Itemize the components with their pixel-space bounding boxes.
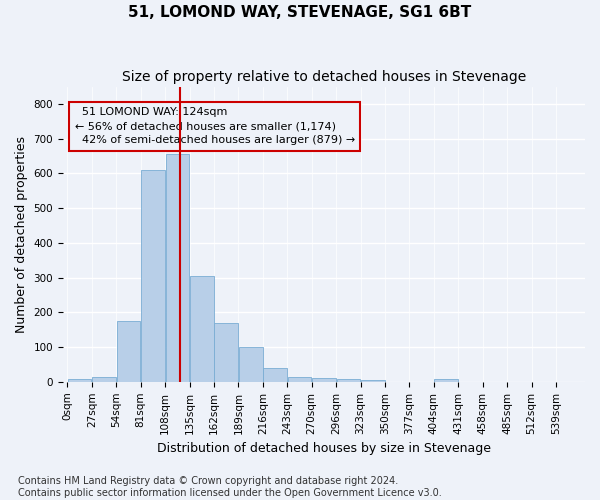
Text: 51 LOMOND WAY: 124sqm
← 56% of detached houses are smaller (1,174)
  42% of semi: 51 LOMOND WAY: 124sqm ← 56% of detached … xyxy=(74,108,355,146)
Bar xyxy=(263,368,287,382)
Bar xyxy=(141,170,165,382)
Bar xyxy=(337,379,360,382)
Bar xyxy=(361,380,385,382)
Text: 51, LOMOND WAY, STEVENAGE, SG1 6BT: 51, LOMOND WAY, STEVENAGE, SG1 6BT xyxy=(128,5,472,20)
Bar xyxy=(116,321,140,382)
Bar xyxy=(312,378,336,382)
X-axis label: Distribution of detached houses by size in Stevenage: Distribution of detached houses by size … xyxy=(157,442,491,455)
Bar xyxy=(239,347,263,382)
Bar xyxy=(287,376,311,382)
Bar xyxy=(214,323,238,382)
Bar xyxy=(92,376,116,382)
Bar xyxy=(190,276,214,382)
Y-axis label: Number of detached properties: Number of detached properties xyxy=(15,136,28,332)
Title: Size of property relative to detached houses in Stevenage: Size of property relative to detached ho… xyxy=(122,70,526,84)
Bar xyxy=(434,380,458,382)
Bar xyxy=(68,379,91,382)
Text: Contains HM Land Registry data © Crown copyright and database right 2024.
Contai: Contains HM Land Registry data © Crown c… xyxy=(18,476,442,498)
Bar xyxy=(166,154,189,382)
